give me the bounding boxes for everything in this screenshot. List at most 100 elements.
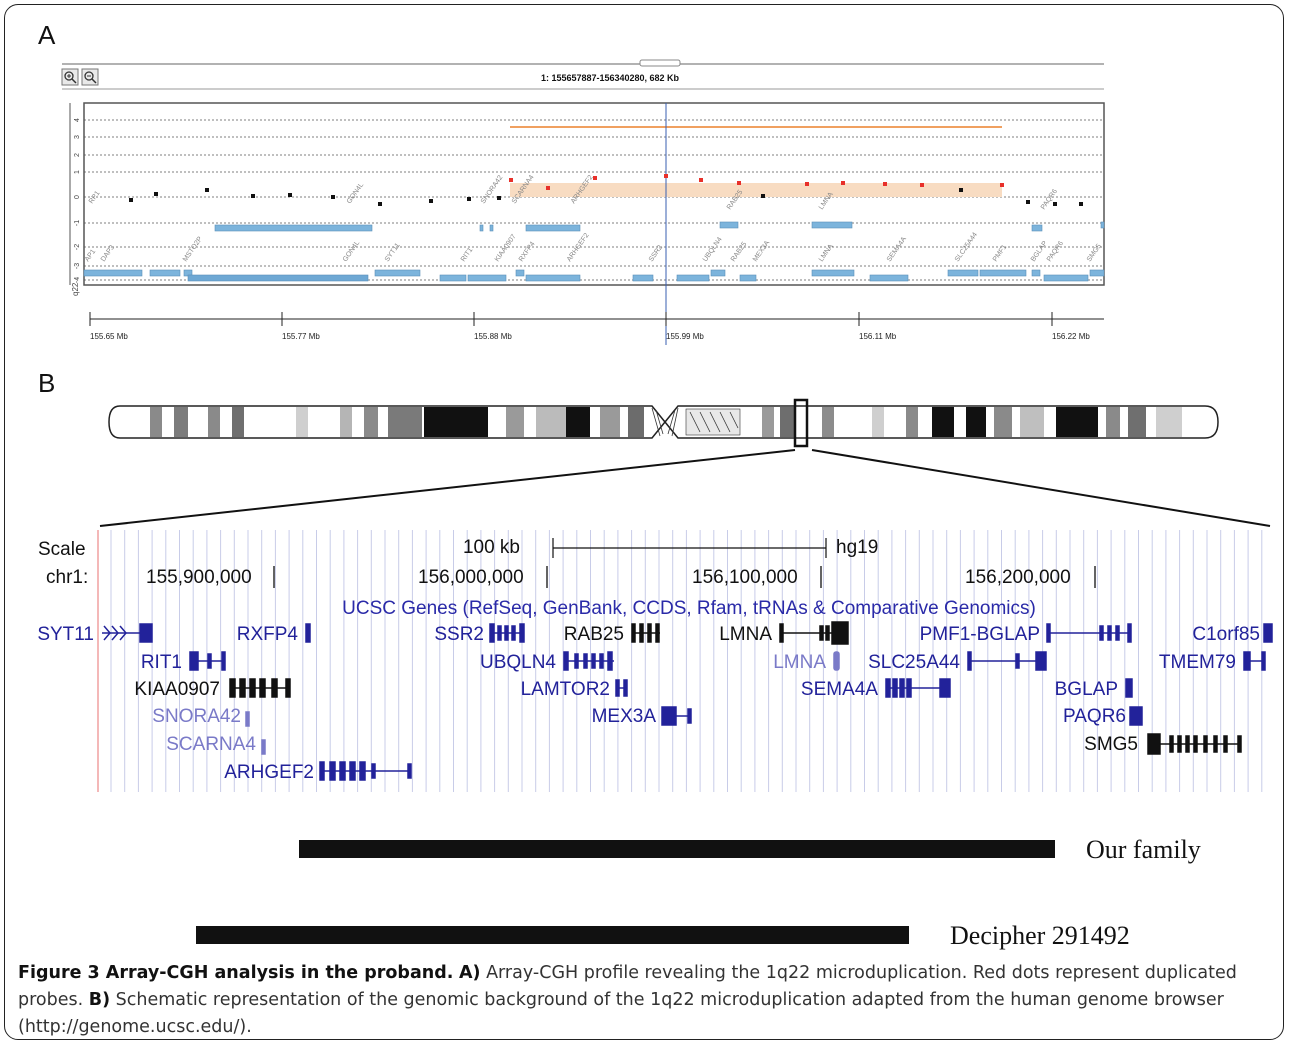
- gene-label[interactable]: MEX3A: [592, 706, 657, 727]
- gene-label: GON4L: [342, 240, 361, 264]
- probe-label: PAQR6: [1040, 188, 1059, 211]
- duplicated-probe: [883, 182, 887, 186]
- track-title[interactable]: UCSC Genes (RefSeq, GenBank, CCDS, Rfam,…: [342, 598, 1036, 619]
- caption-b-text: Schematic representation of the genomic …: [18, 990, 1224, 1037]
- band-label: q22: [71, 282, 80, 296]
- figure-caption: Figure 3 Array-CGH analysis in the proba…: [18, 960, 1268, 1041]
- our-family-bar: [299, 840, 1055, 858]
- scale-label: Scale: [38, 539, 86, 560]
- probe-point: [378, 202, 382, 206]
- gene-label[interactable]: RIT1: [141, 652, 182, 673]
- coordinate-label: 155,900,000: [146, 567, 252, 588]
- gene-label[interactable]: LMNA: [773, 652, 826, 673]
- chr-label: chr1:: [46, 567, 88, 588]
- probe-label: RP1: [88, 190, 102, 205]
- gene-label[interactable]: ARHGEF2: [224, 762, 314, 783]
- y-tick-label: 0: [74, 195, 81, 199]
- gene-label[interactable]: TMEM79: [1159, 652, 1236, 673]
- gene-label: AP1: [84, 248, 97, 263]
- gene-label[interactable]: SCARNA4: [166, 734, 256, 755]
- assembly-label: hg19: [836, 537, 878, 558]
- gene-label[interactable]: SEMA4A: [801, 679, 878, 700]
- gene-label[interactable]: PMF1-BGLAP: [920, 624, 1040, 645]
- duplicated-probe: [546, 186, 550, 190]
- probe-point: [497, 196, 501, 200]
- coordinate-label: 156,000,000: [418, 567, 524, 588]
- zoom-out-button[interactable]: [81, 68, 99, 86]
- duplicated-probe: [805, 182, 809, 186]
- gene-label[interactable]: KIAA0907: [134, 679, 220, 700]
- gene-label: MEX3A: [752, 239, 772, 263]
- caption-a-label: A): [458, 963, 481, 983]
- probe-point: [154, 192, 158, 196]
- probe-point: [761, 194, 765, 198]
- duplicated-probe: [699, 178, 703, 182]
- gene-label: UBQLN4: [702, 236, 724, 263]
- y-tick-label: -3: [74, 263, 81, 269]
- zoom-out-icon: [84, 71, 94, 81]
- duplicated-probe: [920, 183, 924, 187]
- y-tick-label: 2: [74, 153, 81, 157]
- probe-point: [129, 198, 133, 202]
- decipher-bar: [196, 926, 909, 944]
- probe-label: SNORA42: [480, 174, 505, 205]
- gene-label: LMNA: [818, 243, 835, 263]
- probe-point: [429, 199, 433, 203]
- axis-tick-label: 155.77 Mb: [282, 332, 320, 341]
- probe-point: [1026, 200, 1030, 204]
- probe-point: [288, 193, 292, 197]
- gene-label: KIAA0907: [494, 233, 518, 263]
- gene-label[interactable]: SMG5: [1084, 734, 1138, 755]
- gene-label: RAB25: [730, 241, 749, 263]
- chromosome-1-ideogram: [108, 398, 1219, 448]
- gene-label[interactable]: BGLAP: [1055, 679, 1118, 700]
- gene-label: DAP3: [100, 244, 116, 263]
- gene-label: SSR2: [648, 244, 664, 263]
- axis-tick-label: 155.88 Mb: [474, 332, 512, 341]
- gene-label[interactable]: LAMTOR2: [521, 679, 610, 700]
- gene-label: PAQR6: [1046, 240, 1065, 263]
- duplicated-probe: [664, 174, 668, 178]
- duplicated-probe: [737, 181, 741, 185]
- y-tick-label: -2: [74, 244, 81, 250]
- panel-label-a: A: [38, 20, 56, 50]
- probe-label: GON4L: [346, 182, 365, 206]
- our-family-label: Our family: [1086, 835, 1201, 864]
- caption-title: Figure 3 Array-CGH analysis in the proba…: [18, 963, 454, 983]
- gene-label: ARHGEF2: [566, 232, 591, 263]
- figure-frame: [4, 4, 1284, 1040]
- gene-label: RXFP4: [518, 241, 537, 264]
- gene-label[interactable]: PAQR6: [1063, 706, 1126, 727]
- caption-a-text: Array-CGH profile revealing the 1q22 mic…: [18, 963, 1237, 1010]
- gene-label[interactable]: C1orf85: [1192, 624, 1260, 645]
- region-title: 1: 155657887-156340280, 682 Kb: [541, 73, 680, 83]
- y-tick-label: 1: [74, 170, 81, 174]
- probe-point: [1079, 202, 1083, 206]
- gene-label[interactable]: LMNA: [719, 624, 772, 645]
- duplicated-probe: [509, 178, 513, 182]
- duplicated-probe: [593, 176, 597, 180]
- gene-label: SYT11: [384, 242, 402, 263]
- y-tick-label: -1: [74, 220, 81, 226]
- panel-label-b: B: [38, 368, 56, 398]
- gene-label: SMG5: [1086, 243, 1103, 263]
- gene-label[interactable]: SLC25A44: [868, 652, 960, 673]
- gene-label[interactable]: SSR2: [434, 624, 484, 645]
- gene-label: SEMA4A: [886, 236, 908, 264]
- y-tick-label: -4: [74, 277, 81, 283]
- y-tick-label: 4: [74, 118, 81, 122]
- coordinate-label: 156,100,000: [692, 567, 798, 588]
- zoom-in-icon: [64, 71, 74, 81]
- probe-point: [205, 188, 209, 192]
- axis-tick-label: 155.99 Mb: [666, 332, 704, 341]
- zoom-in-button[interactable]: [61, 68, 79, 86]
- caption-b-label: B): [88, 990, 111, 1010]
- gene-label[interactable]: RXFP4: [237, 624, 299, 645]
- scale-value: 100 kb: [463, 537, 520, 558]
- gene-label[interactable]: RAB25: [564, 624, 624, 645]
- gene-label[interactable]: UBQLN4: [480, 652, 556, 673]
- probe-point: [251, 194, 255, 198]
- gene-label[interactable]: SYT11: [37, 624, 94, 645]
- gene-label: RIT1: [460, 247, 474, 264]
- gene-label[interactable]: SNORA42: [152, 706, 241, 727]
